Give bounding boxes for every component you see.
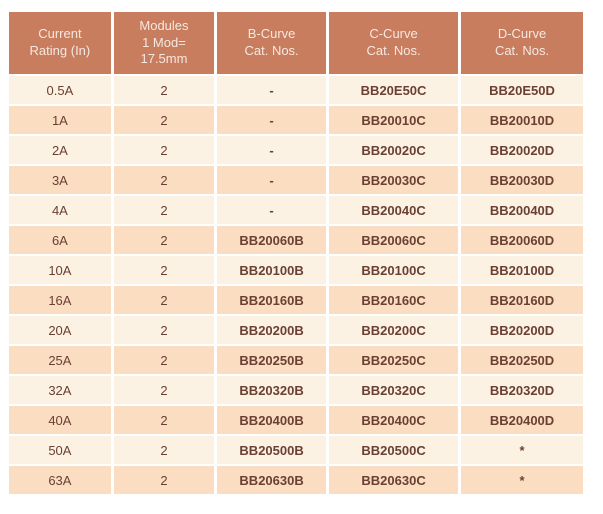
- header-row: Current Rating (In) Modules 1 Mod= 17.5m…: [9, 12, 583, 75]
- b-curve-cell: -: [214, 134, 328, 165]
- table-row: 16A 2 BB20160B BB20160C BB20160D: [9, 284, 583, 315]
- d-curve-cell: BB20400D: [458, 404, 583, 435]
- modules-cell: 2: [110, 284, 216, 315]
- table-row: 20A 2 BB20200B BB20200C BB20200D: [9, 314, 583, 345]
- table-row: 32A 2 BB20320B BB20320C BB20320D: [9, 374, 583, 405]
- table-row: 40A 2 BB20400B BB20400C BB20400D: [9, 404, 583, 435]
- d-curve-cell: BB20100D: [458, 254, 583, 285]
- modules-cell: 2: [110, 104, 216, 135]
- modules-cell: 2: [110, 344, 216, 375]
- column-header-current-rating: Current Rating (In): [9, 12, 113, 75]
- d-curve-cell: BB20040D: [458, 194, 583, 225]
- c-curve-cell: BB20010C: [326, 104, 460, 135]
- column-header-d-curve: D-Curve Cat. Nos.: [458, 12, 583, 75]
- b-curve-cell: BB20400B: [214, 404, 328, 435]
- b-curve-cell: BB20200B: [214, 314, 328, 345]
- d-curve-cell: *: [458, 434, 583, 465]
- table-row: 3A 2- BB20030C BB20030D: [9, 164, 583, 195]
- current-rating-cell: 32A: [9, 374, 113, 405]
- current-rating-cell: 50A: [9, 434, 113, 465]
- b-curve-cell: BB20250B: [214, 344, 328, 375]
- current-rating-cell: 1A: [9, 104, 113, 135]
- b-curve-cell: BB20500B: [214, 434, 328, 465]
- c-curve-cell: BB20400C: [326, 404, 460, 435]
- d-curve-cell: BB20010D: [458, 104, 583, 135]
- c-curve-cell: BB20100C: [326, 254, 460, 285]
- table-row: 1A 2- BB20010C BB20010D: [9, 104, 583, 135]
- c-curve-cell: BB20630C: [326, 464, 460, 494]
- b-curve-cell: -: [214, 74, 328, 105]
- b-curve-cell: BB20100B: [214, 254, 328, 285]
- table-row: 63A 2 BB20630B BB20630C *: [9, 464, 583, 494]
- d-curve-cell: BB20020D: [458, 134, 583, 165]
- current-rating-cell: 6A: [9, 224, 113, 255]
- table-row: 4A 2- BB20040C BB20040D: [9, 194, 583, 225]
- column-header-c-curve: C-Curve Cat. Nos.: [326, 12, 460, 75]
- modules-cell: 2: [110, 464, 216, 494]
- table-row: 10A 2 BB20100B BB20100C BB20100D: [9, 254, 583, 285]
- current-rating-cell: 10A: [9, 254, 113, 285]
- c-curve-cell: BB20060C: [326, 224, 460, 255]
- mcb-catalog-table: Current Rating (In) Modules 1 Mod= 17.5m…: [9, 12, 583, 494]
- d-curve-cell: BB20060D: [458, 224, 583, 255]
- current-rating-cell: 63A: [9, 464, 113, 494]
- d-curve-cell: *: [458, 464, 583, 494]
- b-curve-cell: -: [214, 194, 328, 225]
- table-row: 2A 2- BB20020C BB20020D: [9, 134, 583, 165]
- c-curve-cell: BB20250C: [326, 344, 460, 375]
- current-rating-cell: 25A: [9, 344, 113, 375]
- current-rating-cell: 20A: [9, 314, 113, 345]
- b-curve-cell: BB20060B: [214, 224, 328, 255]
- modules-cell: 2: [110, 314, 216, 345]
- table-row: 25A 2 BB20250B BB20250C BB20250D: [9, 344, 583, 375]
- current-rating-cell: 4A: [9, 194, 113, 225]
- modules-cell: 2: [110, 254, 216, 285]
- c-curve-cell: BB20200C: [326, 314, 460, 345]
- d-curve-cell: BB20200D: [458, 314, 583, 345]
- column-header-modules: Modules 1 Mod= 17.5mm: [110, 12, 216, 75]
- b-curve-cell: BB20160B: [214, 284, 328, 315]
- table-header: Current Rating (In) Modules 1 Mod= 17.5m…: [9, 12, 583, 75]
- b-curve-cell: BB20320B: [214, 374, 328, 405]
- modules-cell: 2: [110, 164, 216, 195]
- c-curve-cell: BB20E50C: [326, 74, 460, 105]
- modules-cell: 2: [110, 224, 216, 255]
- d-curve-cell: BB20E50D: [458, 74, 583, 105]
- modules-cell: 2: [110, 374, 216, 405]
- current-rating-cell: 40A: [9, 404, 113, 435]
- b-curve-cell: -: [214, 104, 328, 135]
- d-curve-cell: BB20160D: [458, 284, 583, 315]
- d-curve-cell: BB20250D: [458, 344, 583, 375]
- current-rating-cell: 0.5A: [9, 74, 113, 105]
- c-curve-cell: BB20320C: [326, 374, 460, 405]
- c-curve-cell: BB20040C: [326, 194, 460, 225]
- table-body: 0.5A 2- BB20E50C BB20E50D 1A 2- BB20010C BB2001…: [9, 74, 583, 494]
- c-curve-cell: BB20020C: [326, 134, 460, 165]
- column-header-b-curve: B-Curve Cat. Nos.: [214, 12, 328, 75]
- modules-cell: 2: [110, 434, 216, 465]
- modules-cell: 2: [110, 74, 216, 105]
- table-row: 50A 2 BB20500B BB20500C *: [9, 434, 583, 465]
- d-curve-cell: BB20320D: [458, 374, 583, 405]
- current-rating-cell: 16A: [9, 284, 113, 315]
- table-row: 0.5A 2- BB20E50C BB20E50D: [9, 74, 583, 105]
- table-row: 6A 2 BB20060B BB20060C BB20060D: [9, 224, 583, 255]
- current-rating-cell: 2A: [9, 134, 113, 165]
- modules-cell: 2: [110, 134, 216, 165]
- c-curve-cell: BB20500C: [326, 434, 460, 465]
- modules-cell: 2: [110, 404, 216, 435]
- c-curve-cell: BB20160C: [326, 284, 460, 315]
- modules-cell: 2: [110, 194, 216, 225]
- b-curve-cell: -: [214, 164, 328, 195]
- d-curve-cell: BB20030D: [458, 164, 583, 195]
- c-curve-cell: BB20030C: [326, 164, 460, 195]
- b-curve-cell: BB20630B: [214, 464, 328, 494]
- current-rating-cell: 3A: [9, 164, 113, 195]
